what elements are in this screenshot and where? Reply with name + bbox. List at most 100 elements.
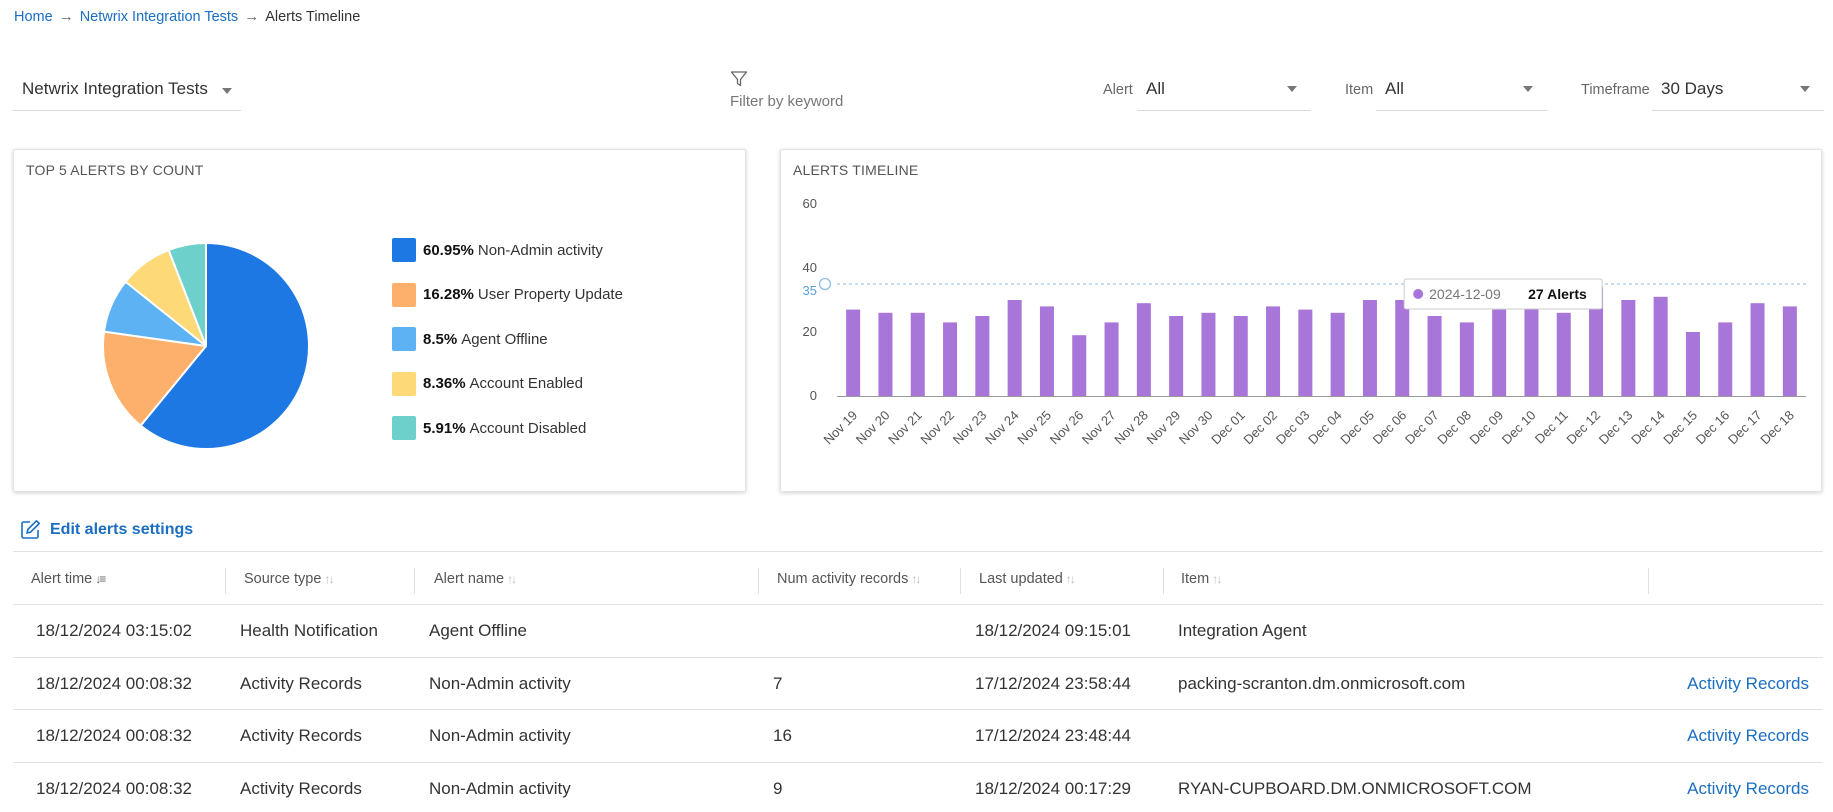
- y-tick-label: 20: [803, 324, 817, 339]
- timeline-bar[interactable]: [878, 312, 893, 396]
- timeframe-filter: Timeframe 30 Days: [1581, 68, 1824, 111]
- breadcrumb: Home → Netwrix Integration Tests → Alert…: [14, 8, 360, 25]
- reference-line-marker[interactable]: [818, 277, 832, 291]
- cell-alert-name: Non-Admin activity: [429, 778, 571, 798]
- legend-item[interactable]: 8.36% Account Enabled: [392, 371, 623, 396]
- alert-select[interactable]: All: [1137, 68, 1311, 111]
- timeline-bar[interactable]: [1136, 303, 1151, 396]
- timeline-bar[interactable]: [1589, 287, 1604, 396]
- timeline-bar[interactable]: [1169, 316, 1184, 396]
- timeline-bar[interactable]: [1685, 332, 1700, 396]
- activity-records-link[interactable]: Activity Records: [1687, 726, 1809, 745]
- chevron-down-icon: [1800, 86, 1810, 92]
- edit-alerts-settings-label: Edit alerts settings: [50, 520, 194, 538]
- breadcrumb-home-link[interactable]: Home: [14, 8, 53, 25]
- timeline-bar[interactable]: [1362, 300, 1377, 396]
- timeline-bar[interactable]: [1718, 322, 1733, 396]
- breadcrumb-parent-link[interactable]: Netwrix Integration Tests: [79, 8, 239, 25]
- pie-slice[interactable]: [102, 330, 207, 427]
- timeline-bar[interactable]: [1072, 335, 1087, 396]
- timeline-bar[interactable]: [1104, 322, 1119, 396]
- x-tick-label: Dec 03: [1273, 408, 1313, 448]
- table-row[interactable]: 18/12/2024 00:08:32 Activity Records Non…: [13, 658, 1823, 710]
- col-source-type-label: Source type: [244, 571, 322, 587]
- table-row[interactable]: 18/12/2024 00:08:32 Activity Records Non…: [13, 763, 1823, 812]
- col-num-activity-records[interactable]: Num activity records ↑↓: [777, 552, 921, 606]
- breadcrumb-separator-arrow-icon: →: [244, 8, 260, 25]
- timeline-bar[interactable]: [1524, 293, 1539, 396]
- timeline-bar[interactable]: [1395, 300, 1410, 396]
- col-alert-time-label: Alert time: [31, 571, 93, 587]
- timeline-bar[interactable]: [1653, 296, 1668, 396]
- legend-swatch: [392, 282, 416, 307]
- col-source-type[interactable]: Source type ↑↓: [244, 552, 334, 606]
- edit-alerts-settings-link[interactable]: Edit alerts settings: [20, 519, 193, 540]
- x-tick-label: Dec 11: [1532, 408, 1571, 447]
- timeline-bar[interactable]: [1330, 312, 1345, 396]
- timeline-bar[interactable]: [910, 312, 925, 396]
- legend-percent: 16.28%: [423, 286, 474, 303]
- alert-select-value: All: [1146, 79, 1165, 98]
- timeframe-select[interactable]: 30 Days: [1652, 68, 1824, 111]
- timeline-bar[interactable]: [1427, 316, 1442, 396]
- cell-source-type: Health Notification: [240, 621, 378, 640]
- col-item[interactable]: Item ↑↓: [1181, 552, 1222, 606]
- activity-records-link[interactable]: Activity Records: [1687, 778, 1809, 798]
- timeline-bar[interactable]: [1556, 312, 1571, 396]
- x-tick-label: Dec 17: [1725, 408, 1765, 448]
- legend-item[interactable]: 60.95% Non-Admin activity: [392, 238, 623, 262]
- legend-item[interactable]: 5.91% Account Disabled: [392, 416, 623, 440]
- column-divider: [1163, 568, 1164, 594]
- timeline-bar[interactable]: [1750, 303, 1765, 396]
- column-divider: [960, 568, 961, 594]
- alerts-timeline-card: ALERTS TIMELINE 0 20 40 60 Nov 19 Nov 20 Nov 2…: [780, 149, 1822, 492]
- cell-source-type: Activity Records: [240, 673, 362, 693]
- timeframe-filter-label: Timeframe: [1581, 82, 1650, 98]
- item-filter-label: Item: [1345, 82, 1374, 98]
- legend-item[interactable]: 8.5% Agent Offline: [392, 327, 623, 351]
- legend-label: User Property Update: [477, 286, 623, 303]
- timeline-bar[interactable]: [1459, 322, 1474, 396]
- top-alerts-card: TOP 5 ALERTS BY COUNT 60.95% Non-Admin ac…: [13, 149, 746, 492]
- x-tick-label: Nov 26: [1047, 408, 1087, 448]
- timeline-bar[interactable]: [846, 309, 861, 396]
- col-last-updated[interactable]: Last updated ↑↓: [979, 552, 1076, 606]
- tooltip-value: 27 Alerts: [1528, 286, 1587, 302]
- timeline-bar[interactable]: [975, 316, 990, 396]
- pie-slice[interactable]: [139, 242, 310, 450]
- scope-select[interactable]: Netwrix Integration Tests: [13, 67, 241, 111]
- table-row[interactable]: 18/12/2024 03:15:02 Health Notification …: [13, 605, 1823, 658]
- pie-slice[interactable]: [167, 242, 207, 347]
- alerts-table: Alert time ↓≡ Source type ↑↓ Alert name …: [13, 551, 1823, 812]
- legend-item[interactable]: 16.28% User Property Update: [392, 282, 623, 307]
- legend-label: Account Enabled: [469, 375, 583, 392]
- cell-last-updated: 17/12/2024 23:58:44: [975, 673, 1131, 693]
- top-alerts-legend: 60.95% Non-Admin activity 16.28% User Prope…: [392, 238, 623, 461]
- x-tick-label: Nov 25: [1014, 408, 1054, 448]
- timeline-bar[interactable]: [943, 322, 958, 396]
- timeline-bar[interactable]: [1621, 300, 1636, 396]
- timeline-bar[interactable]: [1266, 306, 1281, 396]
- item-select-value: All: [1385, 79, 1404, 98]
- keyword-filter-placeholder: Filter by keyword: [730, 93, 844, 110]
- col-alert-name[interactable]: Alert name ↑↓: [434, 552, 517, 606]
- table-row[interactable]: 18/12/2024 00:08:32 Activity Records Non…: [13, 710, 1823, 763]
- cell-item: packing-scranton.dm.onmicrosoft.com: [1178, 673, 1466, 693]
- legend-percent: 5.91%: [423, 419, 466, 437]
- item-select[interactable]: All: [1376, 68, 1547, 111]
- timeline-bar[interactable]: [1201, 312, 1216, 396]
- cell-last-updated: 17/12/2024 23:48:44: [975, 726, 1131, 745]
- x-tick-label: Nov 22: [917, 408, 957, 448]
- activity-records-link[interactable]: Activity Records: [1687, 673, 1809, 693]
- timeline-bar[interactable]: [1039, 306, 1054, 396]
- timeline-bar[interactable]: [1298, 309, 1313, 396]
- timeline-bar[interactable]: [1782, 306, 1797, 396]
- timeline-bar[interactable]: [1492, 309, 1507, 396]
- cell-alert-name: Non-Admin activity: [429, 726, 571, 745]
- col-alert-time[interactable]: Alert time ↓≡: [31, 552, 106, 606]
- legend-swatch: [392, 238, 416, 262]
- chart-tooltip: 2024-12-09 27 Alerts: [1403, 278, 1603, 310]
- timeline-bar[interactable]: [1233, 316, 1248, 396]
- timeline-bar[interactable]: [1007, 300, 1022, 396]
- legend-swatch: [392, 327, 416, 351]
